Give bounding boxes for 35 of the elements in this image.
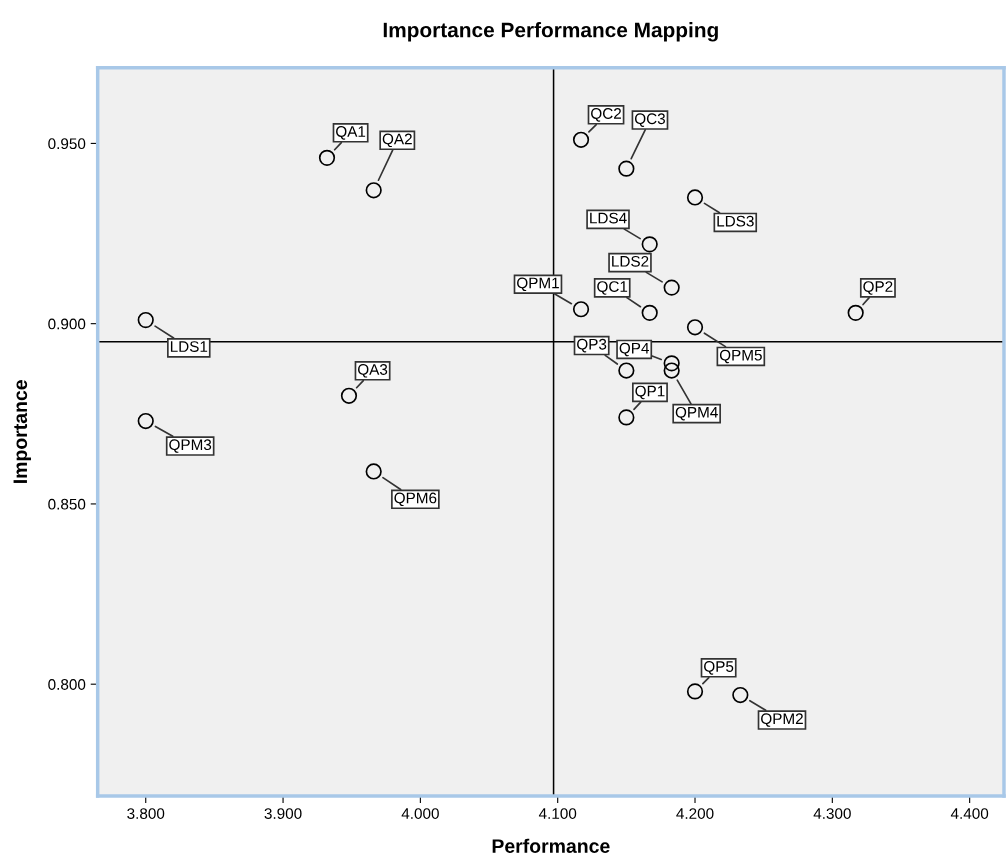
annotation: QA1 xyxy=(336,126,366,140)
y-axis-title: Importance xyxy=(13,380,31,483)
chart-title: Importance Performance Mapping xyxy=(383,22,718,42)
annotation: LDS3 xyxy=(717,215,754,227)
y-tick-label: 0.950 xyxy=(48,138,86,150)
annotation: QPM1 xyxy=(517,277,559,292)
annotation: QPM5 xyxy=(719,349,762,364)
annotation: QA2 xyxy=(382,133,412,148)
x-tick-label: 4.300 xyxy=(813,808,851,819)
annotation: QP5 xyxy=(704,661,734,675)
annotation: QP1 xyxy=(635,385,665,400)
y-tick-label: 0.850 xyxy=(48,498,86,510)
x-tick-label: 4.000 xyxy=(401,808,439,819)
y-tick-label: 0.800 xyxy=(48,679,86,690)
x-tick-label: 3.900 xyxy=(264,808,302,819)
annotation: QC3 xyxy=(634,113,665,127)
annotation: QPM6 xyxy=(394,492,437,507)
x-tick-label: 3.800 xyxy=(127,808,165,819)
annotation: QP3 xyxy=(577,338,607,353)
annotation: QA3 xyxy=(358,364,388,378)
annotation: QC2 xyxy=(591,108,621,122)
annotation: LDS2 xyxy=(612,255,649,267)
annotation: QPM4 xyxy=(675,406,718,421)
x-tick-label: 4.200 xyxy=(676,808,714,819)
annotation: LDS4 xyxy=(590,212,627,224)
x-tick-label: 4.400 xyxy=(950,808,989,819)
annotation: QC1 xyxy=(597,281,628,295)
annotation: QP2 xyxy=(863,281,893,295)
y-tick-label: 0.900 xyxy=(48,318,86,330)
annotation: QP4 xyxy=(619,342,650,357)
annotation: QPM3 xyxy=(169,439,212,453)
annotation: LDS1 xyxy=(170,341,208,352)
annotation: QPM2 xyxy=(761,713,803,727)
x-axis-title: Performance xyxy=(492,838,610,853)
x-tick-label: 4.100 xyxy=(538,808,577,819)
